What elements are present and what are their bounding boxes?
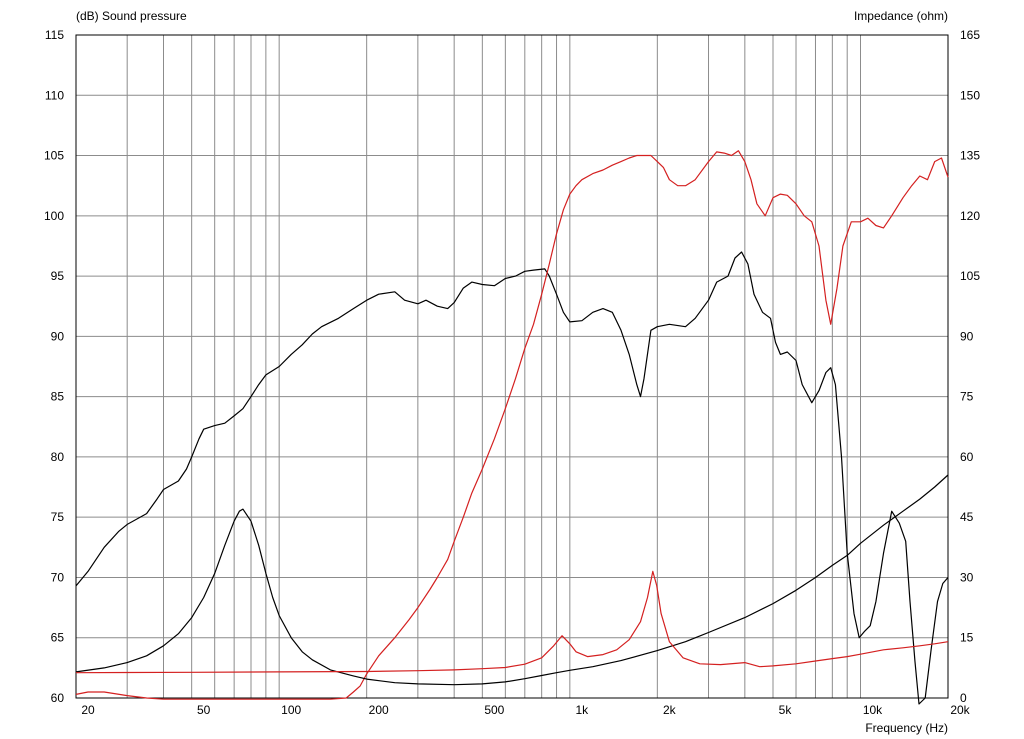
y-left-tick-label: 110 bbox=[45, 88, 64, 102]
right-axis-label: Impedance (ohm) bbox=[854, 9, 948, 23]
grid bbox=[76, 35, 948, 698]
y-right-tick-label: 15 bbox=[960, 631, 974, 645]
y-left-tick-label: 70 bbox=[51, 570, 65, 584]
x-tick-label: 10k bbox=[863, 703, 883, 717]
y-left-tick-label: 80 bbox=[51, 450, 65, 464]
x-tick-label: 50 bbox=[197, 703, 211, 717]
y-right-tick-label: 105 bbox=[960, 269, 980, 283]
x-tick-label: 5k bbox=[779, 703, 793, 717]
series-line-4 bbox=[75, 570, 949, 674]
y-left-tick-label: 105 bbox=[44, 149, 64, 163]
x-tick-label: 200 bbox=[369, 703, 389, 717]
y-right-tick-label: 45 bbox=[960, 510, 974, 524]
y-right-tick-label: 165 bbox=[960, 28, 980, 42]
y-right-tick-label: 0 bbox=[960, 691, 967, 705]
series-layer bbox=[75, 150, 949, 705]
y-left-tick-label: 95 bbox=[51, 269, 65, 283]
x-tick-label: 100 bbox=[281, 703, 301, 717]
y-left-tick-label: 100 bbox=[44, 209, 64, 223]
y-left-tick-label: 75 bbox=[51, 510, 65, 524]
x-tick-label: 500 bbox=[484, 703, 504, 717]
y-right-tick-label: 135 bbox=[960, 149, 980, 163]
y-left-tick-label: 60 bbox=[51, 691, 65, 705]
x-tick-label: 20 bbox=[81, 703, 95, 717]
y-right-tick-label: 75 bbox=[960, 390, 974, 404]
left-axis-label: (dB) Sound pressure bbox=[76, 9, 187, 23]
series-line-1 bbox=[75, 251, 949, 705]
y-right-tick-label: 120 bbox=[960, 209, 980, 223]
x-tick-label: 2k bbox=[663, 703, 677, 717]
x-tick-label: 1k bbox=[575, 703, 589, 717]
series-line-2 bbox=[75, 150, 949, 700]
y-right-tick-label: 30 bbox=[960, 570, 974, 584]
x-tick-label: 20k bbox=[950, 703, 970, 717]
y-left-tick-label: 85 bbox=[51, 390, 65, 404]
y-left-tick-label: 65 bbox=[51, 631, 65, 645]
y-left-tick-label: 90 bbox=[51, 329, 65, 343]
plot-frame bbox=[75, 34, 949, 699]
y-left-tick-label: 115 bbox=[45, 28, 64, 42]
series-line-3 bbox=[75, 474, 949, 686]
y-right-tick-label: 150 bbox=[960, 88, 980, 102]
y-right-tick-label: 60 bbox=[960, 450, 974, 464]
ticks-layer: 60 65 70 75 80 85 90 95 100 105 110 115 0 15 30 45 60 75 9… bbox=[44, 28, 980, 717]
y-right-tick-label: 90 bbox=[960, 329, 974, 343]
x-axis-label: Frequency (Hz) bbox=[865, 721, 948, 735]
